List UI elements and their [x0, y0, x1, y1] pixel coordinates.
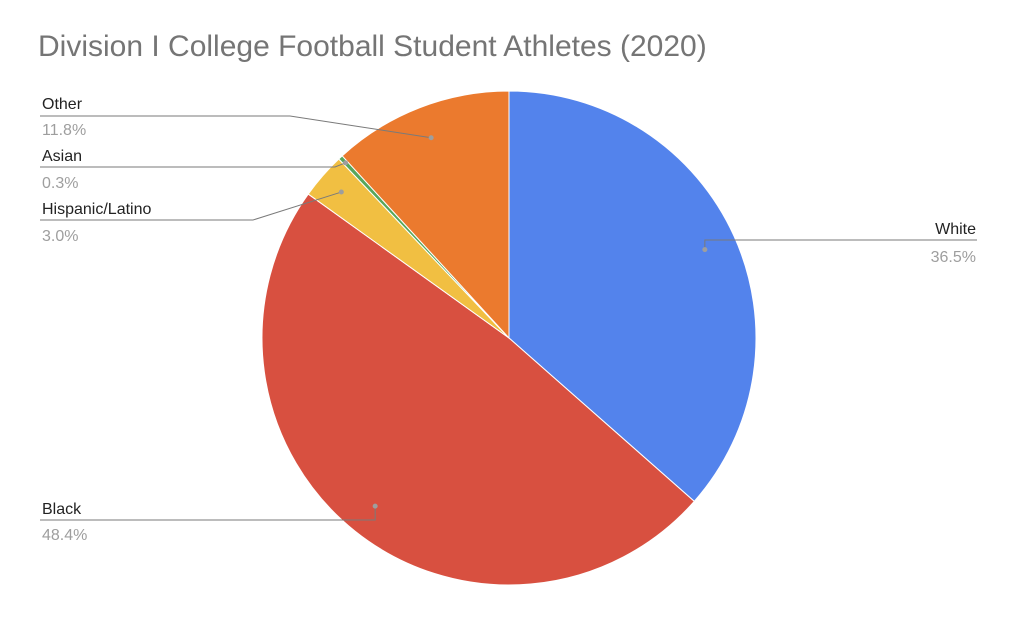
- pie-slice-other: [341, 90, 510, 340]
- slice-percent-white: 36.5%: [931, 249, 976, 266]
- slice-label-asian: Asian: [42, 148, 82, 165]
- pie-slices: [261, 90, 757, 586]
- pie-slice-white: [508, 90, 757, 503]
- slice-label-other: Other: [42, 96, 83, 113]
- callout-dot-asian: [343, 160, 349, 166]
- slice-label-hispanic-latino: Hispanic/Latino: [42, 201, 152, 218]
- callout-dot-hispanic-latino: [338, 189, 344, 195]
- callout-line-white: [704, 239, 977, 250]
- callout-line-black: [40, 506, 376, 521]
- callout-line-asian: [40, 162, 346, 168]
- slice-label-white: White: [935, 221, 976, 238]
- pie-slice-black: [261, 193, 695, 586]
- slice-percent-other: 11.8%: [42, 122, 86, 139]
- callout-dot-white: [702, 247, 708, 253]
- slice-label-black: Black: [42, 501, 82, 518]
- callout-line-other: [40, 115, 432, 139]
- callout-dot-other: [428, 135, 434, 141]
- callout-line-hispanic-latino: [40, 191, 342, 221]
- slice-percent-black: 48.4%: [42, 527, 87, 544]
- chart-title: Division I College Football Student Athl…: [38, 30, 707, 63]
- callout-dot-black: [372, 503, 378, 509]
- slice-percent-hispanic-latino: 3.0%: [42, 228, 78, 245]
- pie-callouts: White 36.5% Black 48.4% Hispanic/Latino 3.0% A…: [40, 96, 977, 544]
- slice-percent-asian: 0.3%: [42, 175, 78, 192]
